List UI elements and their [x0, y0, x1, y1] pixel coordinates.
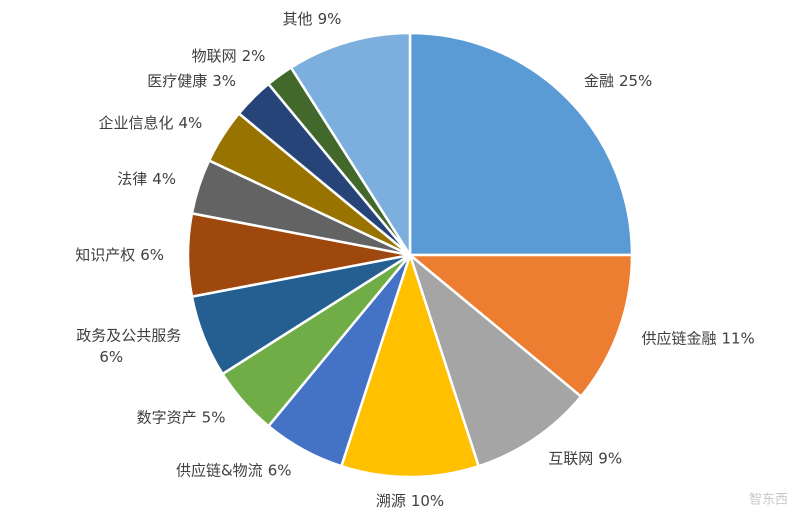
value-label: 5%	[202, 408, 226, 426]
category-label: 数字资产	[137, 408, 197, 426]
value-label: 6%	[268, 461, 292, 479]
category-label: 医疗健康	[147, 72, 207, 90]
value-label: 25%	[619, 72, 652, 90]
watermark: 智东西	[749, 493, 788, 508]
value-label: 10%	[411, 492, 444, 510]
slice-label: 企业信息化 4%	[98, 114, 202, 132]
slice-label: 数字资产 5%	[137, 408, 226, 426]
slice-label: 供应链&物流 6%	[176, 461, 292, 479]
value-label: 4%	[178, 114, 202, 132]
slice-label: 溯源 10%	[376, 492, 444, 510]
slice-label: 医疗健康 3%	[147, 72, 236, 90]
slice-label: 其他 9%	[283, 9, 342, 27]
category-label: 法律	[117, 169, 147, 187]
pie-slice	[289, 31, 412, 260]
slice-label: 供应链金融 11%	[641, 329, 754, 347]
pie-slice	[339, 250, 481, 479]
slice-label: 金融 25%	[584, 72, 652, 90]
slice-label: 互联网 9%	[548, 449, 622, 467]
slice-label: 法律 4%	[117, 169, 176, 187]
category-label: 知识产权	[75, 246, 135, 264]
category-label: 其他	[283, 9, 313, 27]
value-label: 6%	[140, 246, 164, 264]
value-label: 9%	[598, 449, 622, 467]
category-label: 物联网	[192, 46, 237, 64]
category-label: 企业信息化	[98, 114, 173, 132]
value-label: 3%	[212, 72, 236, 90]
slice-label: 政务及公共服务	[76, 326, 181, 344]
value-label: 9%	[318, 9, 342, 27]
pie-slice	[406, 253, 634, 399]
value-label: 11%	[721, 329, 754, 347]
pie-slice	[407, 251, 583, 468]
value-label: 2%	[242, 46, 266, 64]
category-label: 政务及公共服务	[76, 326, 181, 344]
value-label: 4%	[152, 169, 176, 187]
pie-slice	[408, 31, 634, 257]
category-label: 供应链金融	[641, 329, 716, 347]
category-label: 金融	[584, 72, 614, 90]
category-label: 互联网	[548, 449, 593, 467]
value-label: 6%	[99, 348, 123, 366]
slice-label: 知识产权 6%	[75, 246, 164, 264]
category-label: 溯源	[376, 492, 406, 510]
slice-label: 物联网 2%	[192, 46, 266, 64]
category-label: 供应链&物流	[176, 461, 263, 479]
